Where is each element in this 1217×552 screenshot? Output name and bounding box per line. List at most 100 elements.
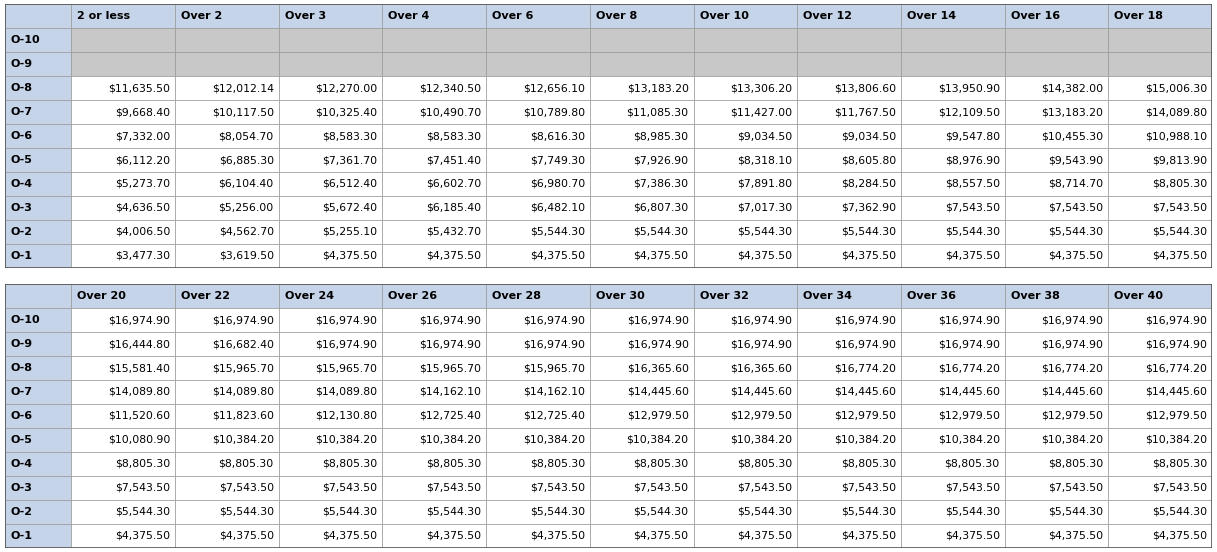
Text: $16,974.90: $16,974.90 [627,339,689,349]
Text: $10,455.30: $10,455.30 [1042,131,1104,141]
Bar [694,148,797,172]
Bar [279,356,382,380]
Bar [590,52,694,76]
Bar [694,28,797,52]
Bar [72,100,175,124]
Bar [175,4,279,28]
Text: $8,805.30: $8,805.30 [1152,459,1207,469]
Text: O-4: O-4 [11,179,33,189]
Text: O-1: O-1 [11,530,33,540]
Text: Over 38: Over 38 [1011,291,1060,301]
Bar [5,172,72,196]
Text: O-2: O-2 [11,507,33,517]
Bar [72,356,175,380]
Text: $4,006.50: $4,006.50 [114,227,170,237]
Text: $7,543.50: $7,543.50 [1049,483,1104,493]
Text: $12,979.50: $12,979.50 [627,411,689,421]
Text: $10,325.40: $10,325.40 [315,107,377,117]
Text: O-6: O-6 [11,411,33,421]
Bar [382,52,486,76]
Text: $16,444.80: $16,444.80 [108,339,170,349]
Bar [72,220,175,244]
Text: $8,805.30: $8,805.30 [738,459,792,469]
Bar [175,100,279,124]
Bar [797,100,901,124]
Text: $12,656.10: $12,656.10 [523,83,585,93]
Text: $8,805.30: $8,805.30 [634,459,689,469]
Text: $8,805.30: $8,805.30 [529,459,585,469]
Bar [486,284,590,308]
Text: $12,109.50: $12,109.50 [938,107,1000,117]
Bar [797,76,901,100]
Bar [279,244,382,268]
Text: $11,427.00: $11,427.00 [730,107,792,117]
Bar [5,196,72,220]
Text: $14,089.80: $14,089.80 [108,387,170,397]
Bar [279,500,382,524]
Bar [5,28,72,52]
Bar [175,28,279,52]
Bar [694,428,797,452]
Bar [5,476,72,500]
Bar [797,404,901,428]
Bar [694,452,797,476]
Text: $7,017.30: $7,017.30 [738,203,792,213]
Bar [486,332,590,356]
Text: $7,543.50: $7,543.50 [1152,203,1207,213]
Bar [797,148,901,172]
Text: Over 2: Over 2 [181,12,223,22]
Bar [694,220,797,244]
Text: $9,813.90: $9,813.90 [1152,155,1207,165]
Text: $7,386.30: $7,386.30 [634,179,689,189]
Bar [1109,404,1212,428]
Bar [694,332,797,356]
Text: $16,974.90: $16,974.90 [938,315,1000,325]
Text: $4,375.50: $4,375.50 [219,530,274,540]
Text: $7,543.50: $7,543.50 [116,483,170,493]
Bar [382,196,486,220]
Bar [901,244,1005,268]
Text: $12,270.00: $12,270.00 [315,83,377,93]
Bar [382,404,486,428]
Text: $16,974.90: $16,974.90 [212,315,274,325]
Bar [1005,28,1109,52]
Bar [279,100,382,124]
Text: $16,974.90: $16,974.90 [834,315,896,325]
Text: $14,445.60: $14,445.60 [1042,387,1104,397]
Text: $10,384.20: $10,384.20 [730,435,792,445]
Bar [590,380,694,404]
Bar [694,124,797,148]
Text: Over 18: Over 18 [1115,12,1163,22]
Text: $3,477.30: $3,477.30 [116,251,170,261]
Text: $12,130.80: $12,130.80 [315,411,377,421]
Bar [279,148,382,172]
Bar [1109,244,1212,268]
Bar [175,452,279,476]
Bar [590,148,694,172]
Text: $4,636.50: $4,636.50 [116,203,170,213]
Text: $7,361.70: $7,361.70 [323,155,377,165]
Text: $16,974.90: $16,974.90 [523,315,585,325]
Text: $14,162.10: $14,162.10 [523,387,585,397]
Bar [901,172,1005,196]
Bar [590,100,694,124]
Text: $5,544.30: $5,544.30 [841,227,896,237]
Bar [797,172,901,196]
Text: $7,543.50: $7,543.50 [944,483,1000,493]
Bar [72,332,175,356]
Text: $5,544.30: $5,544.30 [944,507,1000,517]
Text: Over 32: Over 32 [700,291,748,301]
Bar [1005,196,1109,220]
Bar [901,284,1005,308]
Text: Over 30: Over 30 [596,291,645,301]
Text: $16,774.20: $16,774.20 [938,363,1000,373]
Text: $4,375.50: $4,375.50 [841,530,896,540]
Bar [1109,356,1212,380]
Text: O-3: O-3 [11,203,33,213]
Text: $8,805.30: $8,805.30 [114,459,170,469]
Bar [382,356,486,380]
Text: $10,490.70: $10,490.70 [419,107,481,117]
Bar [590,500,694,524]
Text: $14,089.80: $14,089.80 [315,387,377,397]
Text: $14,382.00: $14,382.00 [1042,83,1104,93]
